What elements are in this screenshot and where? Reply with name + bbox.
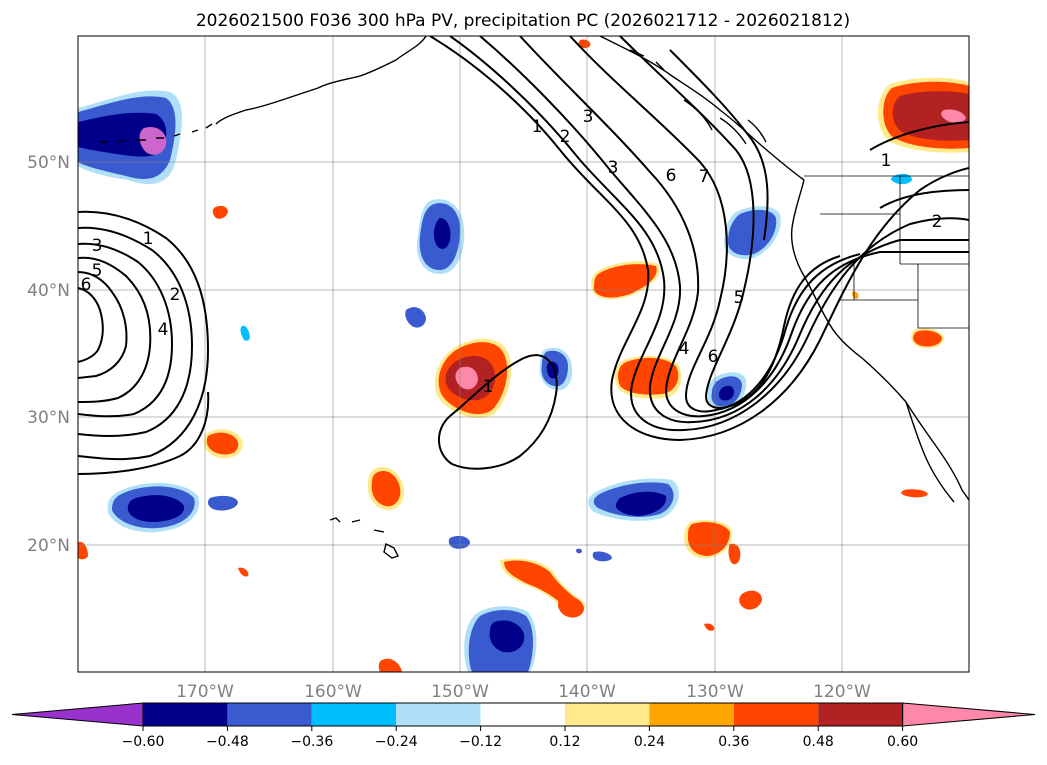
pv-ring-west-3 (78, 242, 174, 418)
pv-label-6a: 6 (666, 166, 677, 186)
pv-contour-5 (569, 36, 861, 413)
pv-ring-west-5 (78, 271, 128, 379)
precip-negative-north-central (416, 199, 465, 274)
colorbar-tick-label: 0.48 (803, 734, 834, 750)
colorbar-segment (311, 703, 397, 726)
colorbar-segment (396, 703, 481, 726)
pv-ring-west-1 (78, 210, 210, 461)
lat-label-30n: 30°N (27, 408, 70, 428)
lat-label-40n: 40°N (27, 281, 70, 301)
pv-label-7: 7 (699, 167, 710, 187)
lon-label-140w: 140°W (558, 682, 616, 702)
longitude-labels: 170°W 160°W 150°W 140°W 130°W 120°W (176, 682, 871, 702)
pv-label-2c: 2 (170, 285, 181, 305)
pv-contour-northeast (869, 121, 969, 209)
colorbar-tick-label: −0.24 (375, 734, 418, 750)
colorbar-segment (143, 703, 228, 726)
pv-label-2b: 2 (932, 212, 943, 232)
lon-label-130w: 130°W (686, 682, 744, 702)
colorbar-tick-label: −0.36 (290, 734, 333, 750)
precip-negative-central-south (588, 478, 679, 521)
latitude-labels: 50°N 40°N 30°N 20°N (27, 153, 70, 556)
pv-ring-west-7 (78, 391, 210, 475)
colorbar: −0.60 −0.48 −0.36 −0.24 −0.12 0.12 0.24 0.36 0.4… (11, 702, 1036, 750)
pv-contour-labels: 1 2 3 3 6 7 5 4 6 1 1 2 1 3 5 6 2 4 (81, 107, 943, 397)
pv-label-1d: 1 (143, 229, 154, 249)
colorbar-tick-label: −0.48 (206, 734, 249, 750)
pv-label-3c: 3 (92, 236, 103, 256)
baja-california (905, 401, 955, 503)
lat-label-20n: 20°N (27, 536, 70, 556)
pv-contour-6 (619, 36, 841, 409)
pv-contours (78, 36, 969, 475)
colorbar-segment (227, 703, 312, 726)
state-borders (820, 176, 969, 329)
coastlines (100, 36, 969, 559)
colorbar-tick-label: 0.12 (549, 734, 580, 750)
colorbar-tick-label: 0.60 (887, 734, 918, 750)
pv-label-3b: 3 (608, 158, 619, 178)
pv-ring-west-2 (78, 226, 194, 437)
pv-contour-1 (429, 36, 969, 442)
lon-label-160w: 160°W (304, 682, 362, 702)
map-panel: 1 2 3 3 6 7 5 4 6 1 1 2 1 3 5 6 2 4 (77, 35, 970, 673)
map-frame (77, 35, 970, 673)
colorbar-segment (480, 703, 565, 726)
lon-label-170w: 170°W (176, 682, 234, 702)
pv-contour-7 (669, 49, 769, 241)
colorbar-tick-label: 0.24 (634, 734, 665, 750)
precip-negative-west-south (107, 482, 200, 533)
precip-positive-central (434, 338, 512, 419)
colorbar-outline (142, 702, 904, 727)
alaska-coast (215, 36, 427, 125)
colorbar-segment (733, 703, 819, 726)
lon-label-150w: 150°W (431, 682, 489, 702)
pv-label-4b: 4 (158, 320, 169, 340)
pv-label-5b: 5 (92, 261, 103, 281)
colorbar-tick-label: 0.36 (718, 734, 749, 750)
pv-label-1b: 1 (483, 377, 494, 397)
colorbar-extend-low (11, 702, 144, 727)
pv-ring-west-4 (78, 256, 152, 403)
pv-closed-center (437, 354, 558, 470)
pv-contour-4 (519, 36, 969, 418)
us-west-coast (790, 179, 969, 501)
pv-label-6b: 6 (708, 347, 719, 367)
precip-positive-northeast (878, 77, 969, 153)
pv-label-4a: 4 (679, 339, 690, 359)
pv-label-1a: 1 (532, 117, 543, 137)
map-title: 2026021500 F036 300 hPa PV, precipitatio… (196, 11, 850, 31)
pv-ring-west-6 (78, 287, 104, 363)
colorbar-segment (649, 703, 734, 726)
political-borders (804, 175, 969, 329)
lon-label-120w: 120°W (813, 682, 871, 702)
aleutian-islands (100, 123, 213, 143)
colorbar-segment (818, 703, 903, 726)
precip-negative-west-north (78, 90, 182, 185)
colorbar-tick-label: −0.12 (459, 734, 502, 750)
pv-label-5a: 5 (734, 288, 745, 308)
precip-negative-south (464, 606, 537, 672)
lat-label-50n: 50°N (27, 153, 70, 173)
pv-label-1c: 1 (881, 151, 892, 171)
precipitation-shading (78, 39, 969, 672)
pv-label-2a: 2 (560, 127, 571, 147)
colorbar-tick-label: −0.60 (122, 734, 165, 750)
pv-label-6c: 6 (81, 275, 92, 295)
hawaii-islands (329, 517, 399, 559)
pv-contour-3 (479, 36, 969, 424)
graticule (78, 36, 969, 672)
colorbar-segment (565, 703, 650, 726)
pv-label-3a: 3 (583, 107, 594, 127)
colorbar-extend-high (902, 702, 1036, 727)
